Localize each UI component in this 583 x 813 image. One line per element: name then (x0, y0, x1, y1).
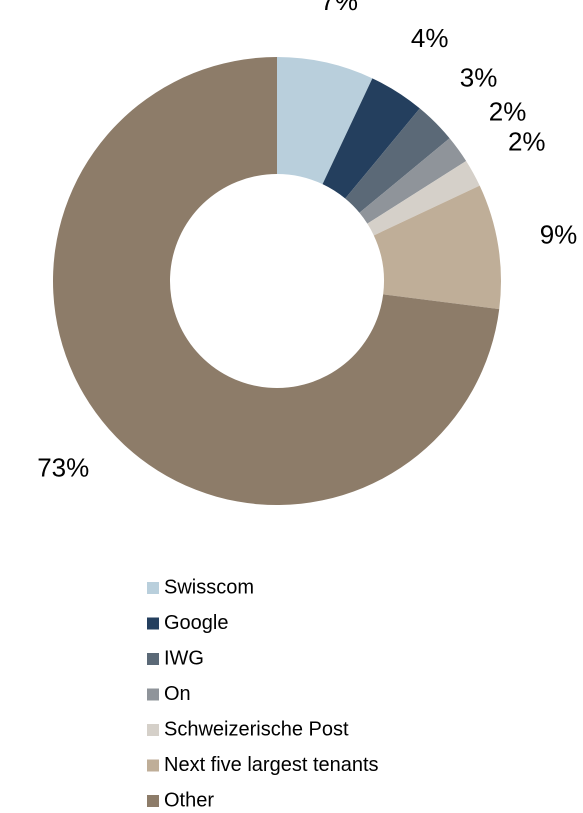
legend-swatch (147, 724, 159, 736)
data-label: 2% (508, 127, 546, 157)
donut-slice (373, 185, 502, 310)
donut-slice (277, 57, 373, 185)
legend-label: Swisscom (164, 576, 254, 598)
donut-slice (359, 138, 467, 224)
legend-swatch (147, 582, 159, 594)
legend-label: On (164, 683, 191, 705)
donut-slice (367, 160, 480, 236)
legend-label: IWG (164, 647, 204, 669)
donut-slice (53, 57, 500, 505)
data-label: 73% (37, 452, 89, 482)
legend-swatch (147, 688, 159, 701)
donut-slice (345, 108, 450, 213)
legend-label: Google (164, 612, 229, 634)
legend-swatch (147, 795, 159, 807)
data-label: 3% (460, 62, 498, 92)
data-label: 2% (489, 96, 527, 126)
data-label: 4% (411, 23, 449, 53)
data-label: 9% (540, 219, 578, 249)
legend-swatch (147, 653, 159, 665)
data-label: 7% (320, 0, 358, 16)
legend-swatch (147, 617, 159, 630)
legend-label: Next five largest tenants (164, 754, 379, 776)
legend-swatch (147, 759, 159, 772)
legend-label: Schweizerische Post (164, 718, 349, 740)
legend-label: Other (164, 789, 214, 811)
donut-slice (322, 78, 420, 199)
